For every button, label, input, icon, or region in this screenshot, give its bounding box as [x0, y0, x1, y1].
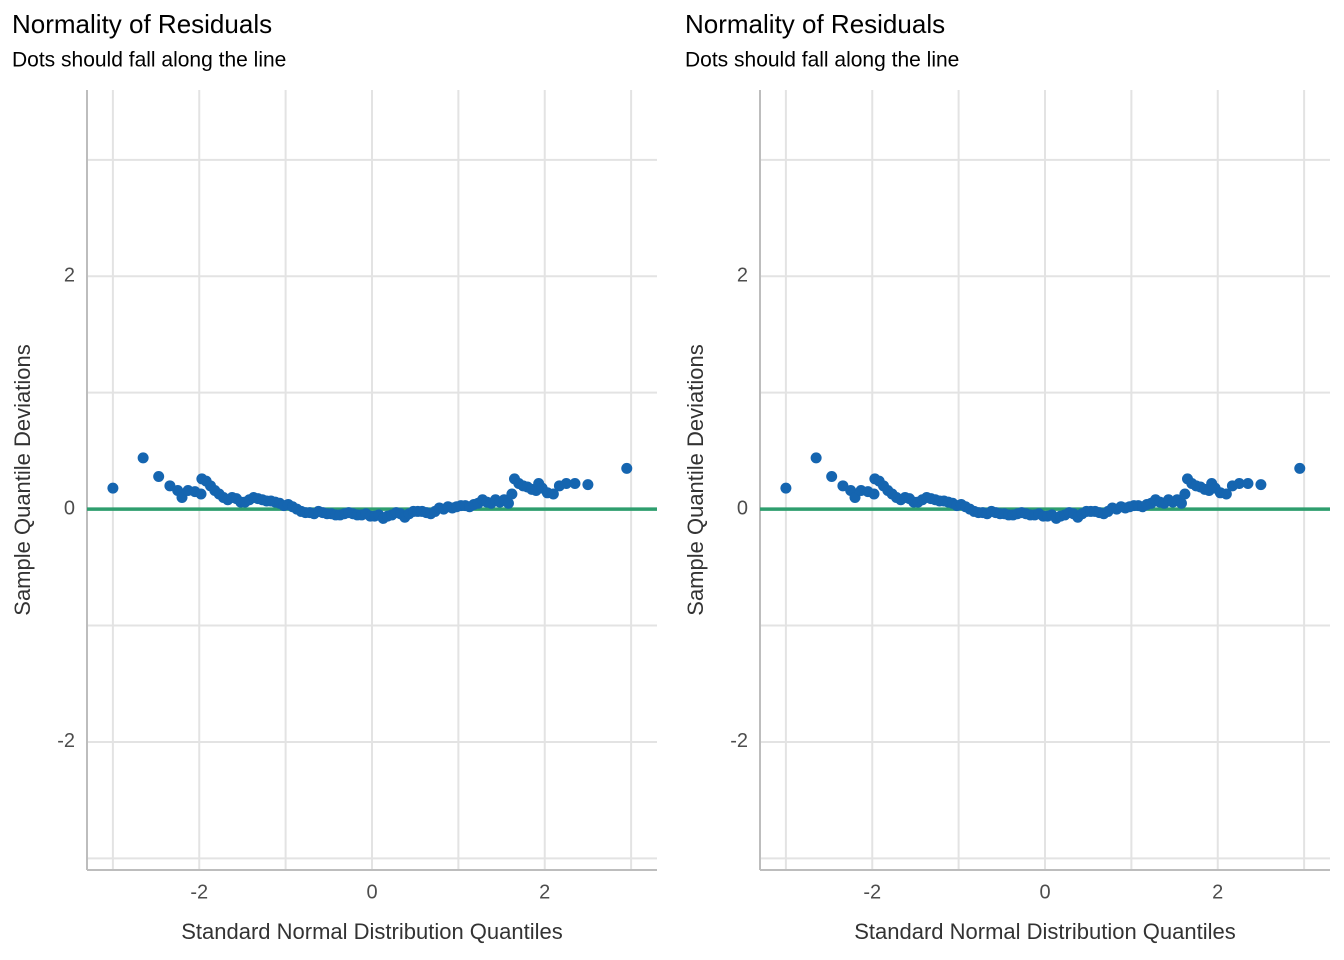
x-axis-label: Standard Normal Distribution Quantiles [181, 919, 563, 944]
point [137, 452, 149, 464]
point [560, 477, 572, 489]
point [826, 471, 838, 483]
x-tick-label: 0 [1039, 881, 1050, 903]
y-tick-label: 2 [64, 265, 75, 287]
point [506, 488, 518, 500]
y-tick-label: 2 [737, 265, 748, 287]
x-tick-label: -2 [190, 881, 208, 903]
x-tick-label: 2 [1212, 881, 1223, 903]
point [1175, 497, 1187, 509]
y-tick-label: -2 [57, 730, 75, 752]
point [582, 479, 594, 491]
point [547, 488, 559, 500]
point [1220, 488, 1232, 500]
point [502, 497, 514, 509]
point [569, 477, 581, 489]
x-tick-label: 2 [539, 881, 550, 903]
point [1179, 488, 1191, 500]
y-tick-label: -2 [730, 730, 748, 752]
point [1242, 477, 1254, 489]
chart-title: Normality of Residuals [12, 9, 272, 39]
x-tick-label: -2 [863, 881, 881, 903]
point [1255, 479, 1267, 491]
point [153, 471, 165, 483]
y-axis-label: Sample Quantile Deviations [10, 344, 35, 615]
point [107, 482, 119, 494]
chart-subtitle: Dots should fall along the line [12, 49, 286, 72]
point [1233, 477, 1245, 489]
point [868, 488, 880, 500]
y-axis-label: Sample Quantile Deviations [683, 344, 708, 615]
chart-title: Normality of Residuals [685, 9, 945, 39]
chart-subtitle: Dots should fall along the line [685, 49, 959, 72]
point [1294, 462, 1306, 474]
y-tick-label: 0 [737, 497, 748, 519]
x-tick-label: 0 [366, 881, 377, 903]
point [810, 452, 822, 464]
point [195, 488, 207, 500]
y-tick-label: 0 [64, 497, 75, 519]
x-axis-label: Standard Normal Distribution Quantiles [854, 919, 1236, 944]
point [780, 482, 792, 494]
point [621, 462, 633, 474]
